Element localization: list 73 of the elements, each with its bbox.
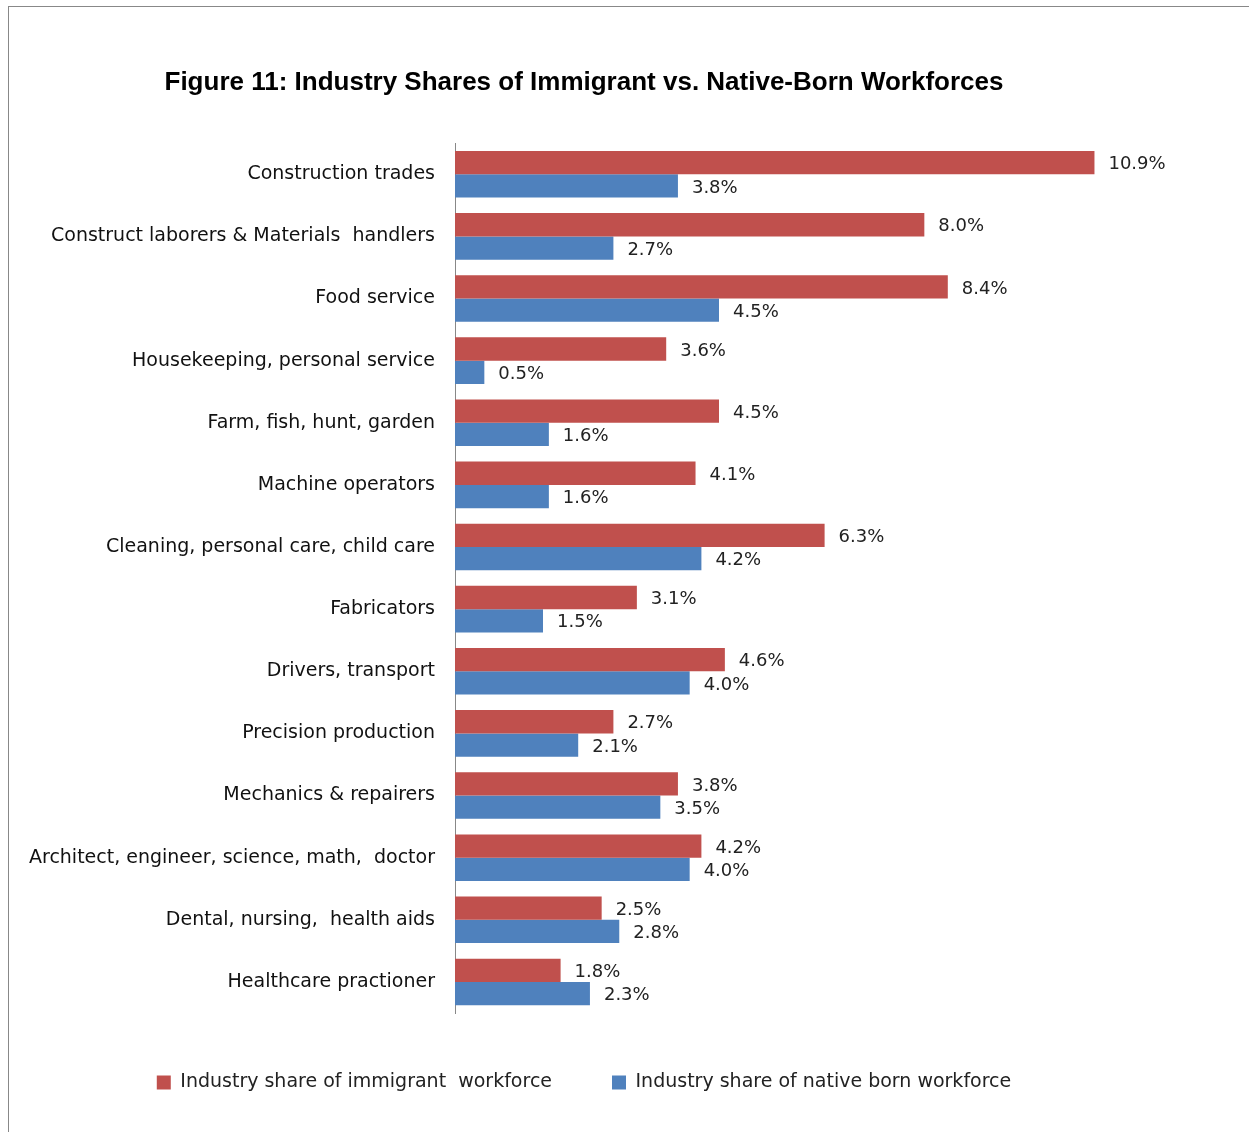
bar — [455, 236, 614, 260]
bar — [455, 919, 620, 944]
y-tick-label: Mechanics & repairers — [223, 782, 435, 805]
bar — [455, 337, 667, 361]
data-label: 4.0% — [703, 859, 750, 880]
data-label: 1.5% — [557, 610, 603, 632]
bar — [455, 648, 725, 672]
bar — [455, 834, 702, 858]
bar — [455, 174, 678, 198]
data-label: 8.0% — [938, 214, 985, 236]
y-tick-label: Fabricators — [330, 596, 435, 619]
data-label: 6.3% — [838, 525, 885, 547]
bar — [455, 150, 1095, 175]
data-label: 4.0% — [703, 672, 750, 694]
data-label: 2.8% — [633, 921, 679, 943]
bar — [455, 275, 948, 299]
data-label: 8.4% — [961, 276, 1008, 298]
data-label: 3.8% — [691, 773, 738, 795]
bar — [455, 609, 543, 633]
data-label: 10.9% — [1108, 152, 1166, 174]
y-tick-label: Machine operators — [257, 471, 435, 494]
bar — [455, 484, 549, 509]
bar — [455, 298, 719, 322]
y-tick-label: Precision production — [242, 720, 435, 743]
bar — [455, 422, 549, 447]
data-label: 3.5% — [674, 796, 721, 818]
legend-label: Industry share of immigrant workforce — [180, 1069, 553, 1092]
y-tick-label: Farm, fish, hunt, garden — [207, 409, 435, 432]
bar — [455, 213, 925, 237]
bar — [455, 360, 485, 384]
chart-title: Figure 11: Industry Shares of Immigrant vs. Native-Born Workforces — [164, 65, 1004, 96]
bar — [455, 399, 719, 423]
bar — [455, 585, 637, 610]
legend-label: Industry share of native born workforce — [635, 1069, 1012, 1092]
data-label: 2.3% — [603, 983, 650, 1005]
y-tick-label: Dental, nursing, health aids — [165, 906, 435, 929]
data-label: 0.5% — [498, 361, 545, 383]
data-label: 1.6% — [562, 486, 609, 508]
data-label: 4.2% — [715, 835, 762, 857]
data-label: 3.8% — [691, 175, 738, 197]
y-tick-label: Cleaning, personal care, child care — [105, 533, 435, 556]
data-label: 1.6% — [562, 424, 609, 446]
data-label: 4.5% — [733, 299, 779, 321]
y-tick-label: Drivers, transport — [266, 658, 435, 681]
data-label: 1.8% — [574, 959, 621, 981]
bar — [455, 547, 702, 571]
bar — [455, 981, 590, 1006]
bar — [455, 710, 614, 734]
data-label: 4.2% — [715, 548, 762, 570]
bar — [455, 857, 690, 881]
bar — [455, 733, 579, 757]
y-tick-label: Food service — [315, 285, 435, 308]
bar — [455, 795, 661, 819]
data-label: 3.1% — [650, 587, 697, 609]
bar — [455, 461, 696, 485]
y-tick-label: Architect, engineer, science, math, doctor — [28, 844, 436, 867]
data-label: 3.6% — [680, 338, 726, 360]
y-tick-label: Construction trades — [247, 161, 435, 184]
data-label: 4.1% — [709, 462, 756, 484]
bar — [455, 958, 561, 982]
data-label: 2.1% — [592, 734, 638, 756]
data-label: 4.5% — [733, 400, 779, 422]
y-tick-label: Healthcare practioner — [227, 968, 436, 991]
y-tick-label: Construct laborers & Materials handlers — [51, 223, 435, 246]
bar — [455, 772, 678, 796]
data-label: 4.6% — [738, 649, 785, 671]
data-label: 2.5% — [615, 897, 662, 919]
bar — [455, 896, 602, 920]
bar — [455, 523, 825, 548]
y-tick-label: Housekeeping, personal service — [132, 347, 435, 370]
bar — [455, 671, 690, 695]
data-label: 2.7% — [627, 237, 674, 259]
data-label: 2.7% — [627, 711, 674, 733]
